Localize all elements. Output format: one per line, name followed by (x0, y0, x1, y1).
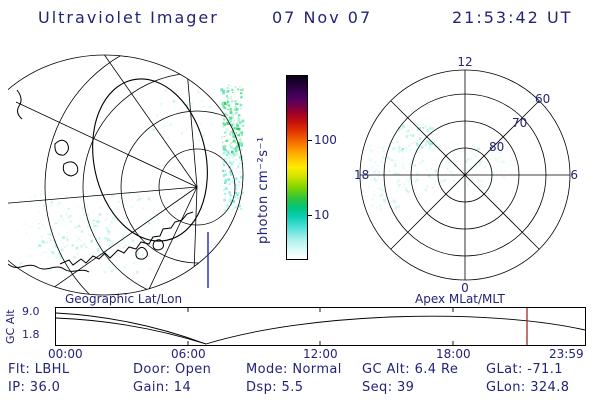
status-dsp: Dsp: 5.5 (246, 380, 304, 395)
orbit-altitude-curves (55, 312, 586, 345)
mlt-label-12: 12 (457, 55, 472, 69)
strip-ymax: 9.0 (22, 305, 40, 318)
strip-ylabel: GC Alt (4, 309, 17, 344)
xtick-2359: 23:59 (549, 347, 584, 361)
status-ip: IP: 36.0 (8, 380, 61, 395)
strip-ymin: 1.8 (22, 328, 40, 341)
colorbar-tick-100: 100 (314, 133, 337, 147)
strip-left-label: Geographic Lat/Lon (65, 292, 183, 306)
aurora-emission-polar (360, 122, 517, 211)
status-glon: GLon: 324.8 (486, 380, 570, 395)
app-title: Ultraviolet Imager (38, 8, 219, 27)
header-date: 07 Nov 07 (272, 8, 373, 27)
mlt-label-18: 18 (354, 168, 369, 182)
status-seq: Seq: 39 (362, 380, 415, 395)
strip-frame (55, 307, 586, 346)
apex-polar-panel: 12 18 6 0 80 70 60 (354, 55, 578, 293)
xtick-1800: 18:00 (436, 347, 471, 361)
colorbar-gradient (286, 75, 308, 260)
status-mode: Mode: Normal (246, 362, 342, 377)
colorbar-label: photon cm⁻²s⁻¹ (256, 136, 271, 244)
mlt-label-0: 0 (461, 281, 469, 293)
status-gain: Gain: 14 (133, 380, 192, 395)
coastlines (8, 89, 194, 273)
mlt-label-6: 6 (570, 168, 578, 182)
colorbar-tick-10: 10 (314, 208, 330, 222)
status-door: Door: Open (133, 362, 212, 377)
time-axis-ticks (187, 308, 454, 345)
strip-right-label: Apex MLat/MLT (415, 292, 505, 306)
geographic-projection-panel (8, 54, 245, 296)
mlat-ring-70: 70 (512, 116, 527, 130)
status-glat: GLat: -71.1 (486, 362, 563, 377)
aurora-emission-left (18, 84, 245, 275)
mlat-ring-80: 80 (489, 140, 504, 154)
gc-alt-strip-chart (55, 307, 586, 346)
colorbar-tick-10-mark (307, 215, 312, 216)
xtick-0600: 06:00 (171, 347, 206, 361)
status-gcalt: GC Alt: 6.4 Re (362, 362, 459, 377)
xtick-1200: 12:00 (303, 347, 338, 361)
colorbar-tick-100-mark (307, 140, 312, 141)
header-time: 21:53:42 UT (452, 8, 573, 27)
latlon-grid (8, 54, 244, 296)
xtick-0000: 00:00 (48, 347, 83, 361)
mlat-ring-60: 60 (535, 92, 550, 106)
status-flt: Flt: LBHL (8, 362, 70, 377)
polar-grid (359, 69, 571, 281)
